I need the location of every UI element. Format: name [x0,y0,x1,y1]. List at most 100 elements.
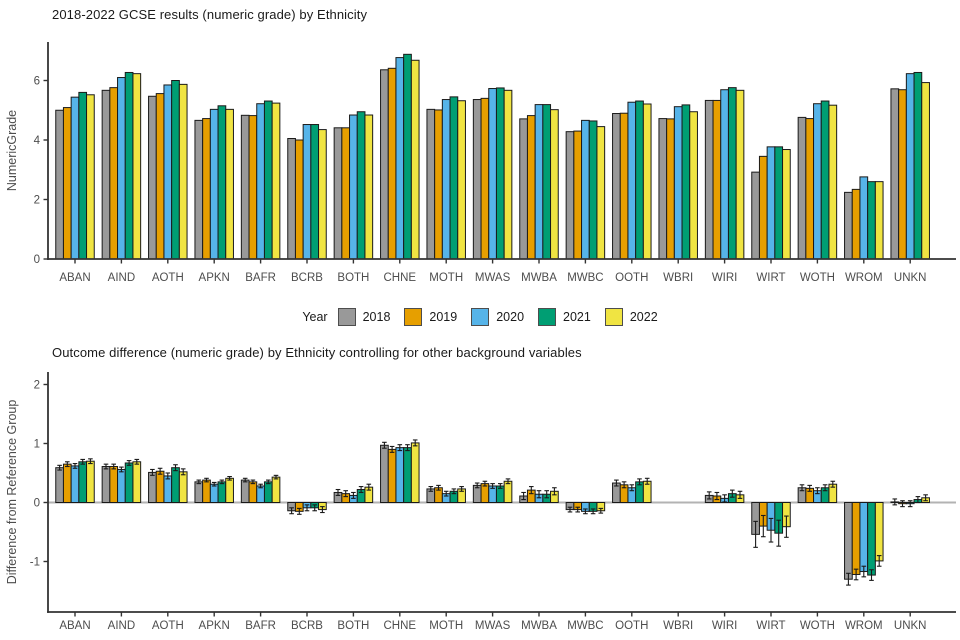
bar-CHNE-2021 [403,447,412,503]
y-tick-label: 0 [34,254,40,266]
bar-APKN-2018 [194,119,204,260]
bar-MWBC-2021 [588,120,598,260]
bar-UNKN-2020 [905,73,915,260]
bar-CHNE-2018 [380,69,389,260]
bar-BCRB-2021 [310,124,320,260]
bar-ABAN-2018 [55,109,64,260]
bar-WROM-2020 [859,176,869,260]
bar-BAFR-2022 [271,102,281,260]
bar-BAFR-2018 [240,114,250,260]
chart-outcome-difference-by-ethnicity: 2 1 0 -1 ABAN AIND AOTH APKN BAFR BCRB BOTH CHNE MOT… [5,372,956,632]
bar-WROM-2021 [867,181,876,260]
y-tick-label: 1 [34,439,40,451]
bar-CHNE-2022 [410,442,420,504]
legend-label: 2020 [496,310,525,324]
x-category-label-WIRT: WIRT [756,272,785,284]
bar-WROM-2022 [874,502,884,562]
bar-MWAS-2021 [495,87,505,260]
legend-year: Year 2018 2019 2020 2021 2022 [0,304,960,330]
bar-AOTH-2020 [163,84,173,260]
bar-MWAS-2022 [503,89,513,260]
x-category-label-MWBA: MWBA [521,620,557,632]
bar-BAFR-2019 [248,481,258,503]
x-category-label-CHNE: CHNE [384,620,417,632]
bottom-chart-title: Outcome difference (numeric grade) by Et… [52,345,582,360]
x-category-label-AOTH: AOTH [152,272,184,284]
x-category-label-MOTH: MOTH [429,272,463,284]
y-tick-label: -1 [30,557,40,569]
bar-WOTH-2018 [797,116,807,260]
top-chart-title: 2018-2022 GCSE results (numeric grade) b… [52,7,368,22]
bar-ABAN-2022 [86,460,95,503]
x-category-label-WROM: WROM [845,272,883,284]
legend-title: Year [302,310,328,324]
x-category-label-APKN: APKN [199,272,230,284]
y-axis-title: Difference from Reference Group [5,400,19,585]
bar-ABAN-2019 [62,107,72,260]
y-axis-title: NumericGrade [5,110,19,191]
bar-ABAN-2021 [78,91,88,260]
bar-MOTH-2020 [441,99,451,260]
bar-BAFR-2021 [263,481,273,503]
bar-UNKN-2019 [898,89,907,260]
bar-APKN-2019 [202,118,211,260]
bar-WIRT-2018 [751,171,760,260]
x-category-label-WOTH: WOTH [800,620,835,632]
bar-WROM-2020 [859,502,869,573]
x-category-label-MWBA: MWBA [521,272,557,284]
y-tick-label: 4 [34,135,41,147]
x-category-label-APKN: APKN [199,620,230,632]
bar-AOTH-2020 [163,475,173,503]
bar-AIND-2021 [124,71,134,260]
bar-AIND-2021 [124,462,134,503]
x-category-label-BCRB: BCRB [291,620,323,632]
bar-CHNE-2021 [403,53,412,260]
bar-WBRI-2020 [673,106,683,260]
bar-CHNE-2022 [410,59,420,260]
legend-label: 2021 [563,310,591,324]
bar-ABAN-2020 [70,96,80,260]
x-category-label-WIRI: WIRI [712,620,738,632]
y-tick-label: 0 [34,498,40,510]
bar-WROM-2022 [874,181,884,260]
bar-WIRT-2020 [766,146,776,260]
bar-ABAN-2019 [62,463,72,503]
bar-WOTH-2021 [820,100,830,260]
legend-swatch-2018 [337,308,356,326]
bar-BAFR-2019 [248,115,258,260]
x-category-label-MWBC: MWBC [567,620,603,632]
bar-ABAN-2018 [55,467,64,504]
bar-AOTH-2019 [155,93,165,260]
bar-BCRB-2022 [318,129,327,260]
x-category-label-MOTH: MOTH [429,620,463,632]
bar-MWAS-2022 [503,480,513,504]
bar-AOTH-2021 [171,467,180,504]
legend-label: 2018 [362,310,391,324]
bar-WOTH-2022 [828,104,838,260]
y-tick-label: 6 [34,76,40,88]
bar-WBRI-2022 [689,111,698,260]
bar-APKN-2022 [225,108,234,260]
bar-AIND-2022 [132,73,142,260]
legend-entry-2019: 2019 [404,308,457,326]
y-tick-label: 2 [34,195,40,207]
bar-BAFR-2020 [256,485,265,504]
x-category-label-MWBC: MWBC [567,272,603,284]
bar-CHNE-2020 [395,447,405,503]
bar-WIRT-2021 [774,146,784,260]
bar-WOTH-2019 [805,118,815,260]
bar-AIND-2019 [109,87,119,260]
x-category-label-CHNE: CHNE [384,272,417,284]
bar-WOTH-2020 [813,103,822,260]
bar-MOTH-2018 [426,108,436,260]
x-category-label-UNKN: UNKN [894,272,927,284]
bar-AIND-2018 [101,89,111,260]
legend-entry-2020: 2020 [471,308,524,326]
bar-WIRI-2019 [712,99,722,260]
bar-MWBC-2019 [573,130,583,260]
bar-AIND-2019 [109,466,119,504]
bar-OOTH-2022 [642,103,652,260]
legend-entry-2021: 2021 [538,308,591,326]
chart-gcse-results-by-ethnicity: 0 2 4 6 ABAN AIND AOTH APKN BAFR BCRB BOTH CHNE MOTH… [5,42,956,284]
